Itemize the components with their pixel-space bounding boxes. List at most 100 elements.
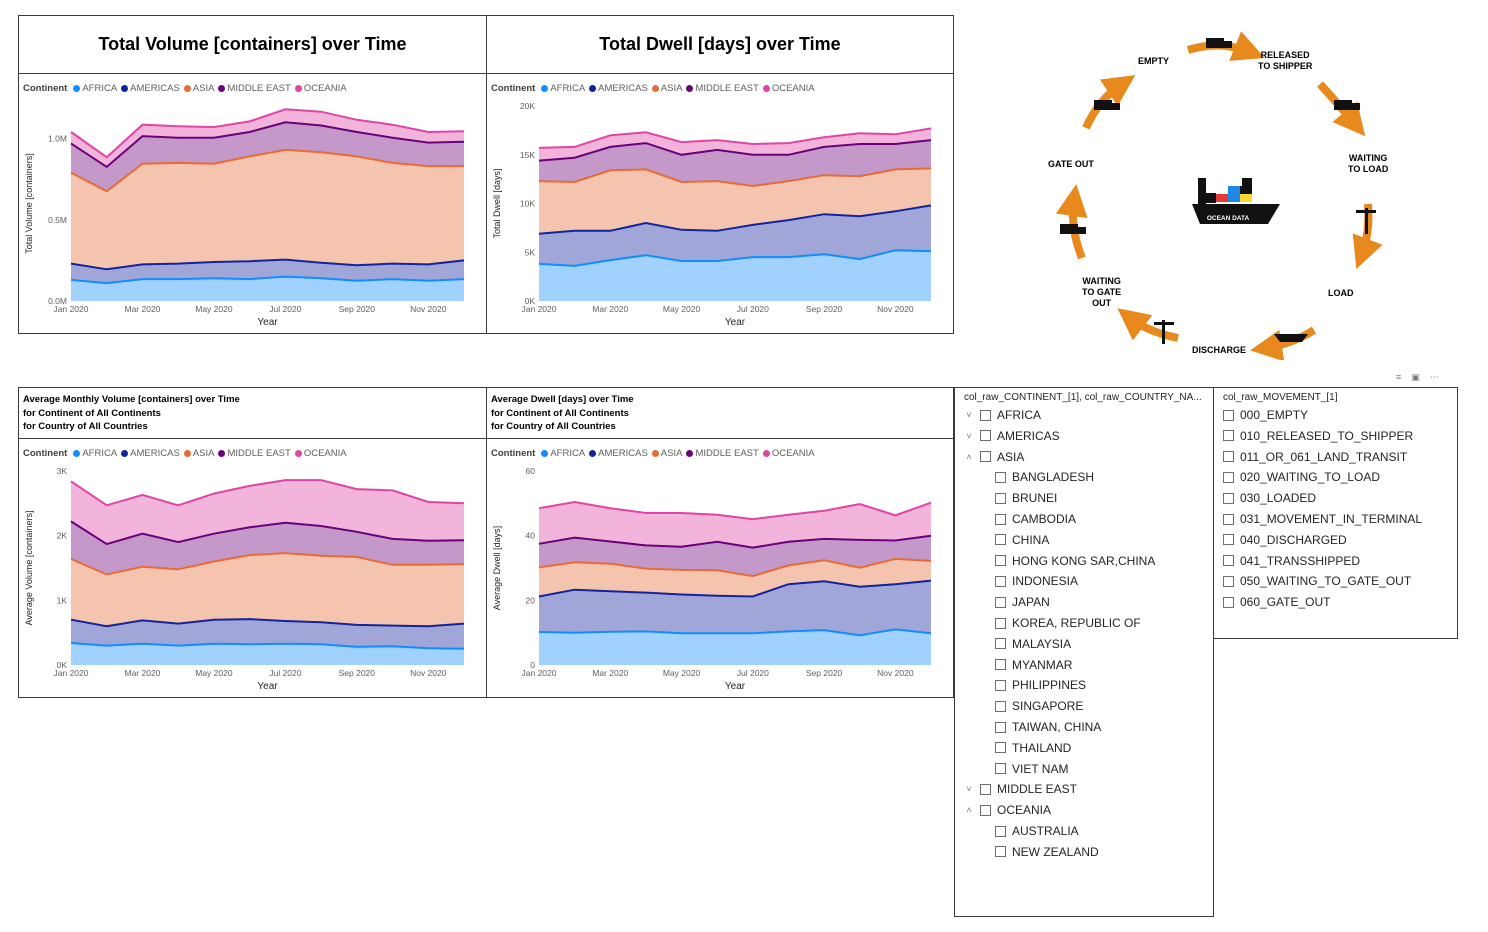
line-middle-east[interactable]	[538, 139, 932, 162]
slicer-item[interactable]: MALAYSIA	[995, 634, 1071, 654]
slicer-item[interactable]: 031_MOVEMENT_IN_TERMINAL	[1223, 509, 1422, 529]
line-asia[interactable]	[538, 167, 932, 188]
line-middle-east[interactable]	[538, 534, 932, 549]
line-oceania[interactable]	[70, 479, 465, 507]
checkbox[interactable]	[980, 804, 991, 816]
slicer-item[interactable]: 041_TRANSSHIPPED	[1223, 551, 1360, 571]
slicer-item[interactable]: 020_WAITING_TO_LOAD	[1223, 467, 1380, 487]
slicer-item[interactable]: ˄ ASIA	[964, 447, 1024, 467]
checkbox[interactable]	[995, 471, 1006, 483]
checkbox[interactable]	[995, 721, 1006, 733]
checkbox[interactable]	[1223, 492, 1234, 504]
legend-item[interactable]: MIDDLE EAST	[218, 83, 291, 94]
legend-item[interactable]: MIDDLE EAST	[218, 448, 291, 459]
checkbox[interactable]	[995, 763, 1006, 775]
slicer-item[interactable]: 060_GATE_OUT	[1223, 592, 1330, 612]
area-asia[interactable]	[539, 168, 931, 234]
line-middle-east[interactable]	[70, 121, 465, 169]
checkbox[interactable]	[980, 430, 991, 442]
checkbox[interactable]	[995, 575, 1006, 587]
area-americas[interactable]	[539, 580, 931, 636]
chart-avg-volume[interactable]: Continent AFRICA AMERICAS ASIA MIDDLE EAST OC…	[18, 438, 487, 698]
legend-item[interactable]: MIDDLE EAST	[686, 448, 759, 459]
chart-total-dwell[interactable]: Continent AFRICA AMERICAS ASIA MIDDLE EAST OC…	[486, 73, 954, 334]
slicer-item[interactable]: HONG KONG SAR,CHINA	[995, 551, 1155, 571]
line-americas[interactable]	[70, 618, 465, 628]
line-oceania[interactable]	[70, 108, 465, 159]
legend-item[interactable]: AMERICAS	[589, 448, 648, 459]
checkbox[interactable]	[980, 783, 991, 795]
checkbox[interactable]	[980, 409, 991, 421]
line-asia[interactable]	[538, 557, 932, 578]
checkbox[interactable]	[1223, 451, 1234, 463]
area-africa[interactable]	[71, 276, 464, 301]
line-africa[interactable]	[70, 642, 465, 650]
area-africa[interactable]	[539, 250, 931, 301]
line-oceania[interactable]	[538, 127, 932, 149]
legend-item[interactable]: ASIA	[651, 448, 682, 459]
checkbox[interactable]	[1223, 409, 1234, 421]
focus-mode-icon[interactable]: ▣	[1411, 372, 1420, 382]
slicer-item[interactable]: NEW ZEALAND	[995, 842, 1099, 862]
checkbox[interactable]	[995, 659, 1006, 671]
area-asia[interactable]	[71, 553, 464, 627]
checkbox[interactable]	[1223, 575, 1234, 587]
area-africa[interactable]	[71, 643, 464, 665]
country-slicer[interactable]: col_raw_CONTINENT_[1], col_raw_COUNTRY_N…	[954, 387, 1214, 917]
area-middle-east[interactable]	[71, 521, 464, 575]
line-asia[interactable]	[70, 552, 465, 576]
line-americas[interactable]	[538, 579, 932, 598]
movement-slicer[interactable]: col_raw_MOVEMENT_[1] 000_EMPTY 010_RELEAS…	[1213, 387, 1458, 639]
slicer-item[interactable]: ˅ AFRICA	[964, 405, 1041, 425]
slicer-item[interactable]: ˄ OCEANIA	[964, 800, 1051, 820]
slicer-item[interactable]: BRUNEI	[995, 488, 1057, 508]
area-asia[interactable]	[71, 149, 464, 270]
legend-item[interactable]: OCEANIA	[294, 83, 347, 94]
checkbox[interactable]	[995, 492, 1006, 504]
legend-item[interactable]: AMERICAS	[121, 448, 180, 459]
checkbox[interactable]	[995, 617, 1006, 629]
area-americas[interactable]	[539, 205, 931, 266]
chevron-down-icon[interactable]: ˅	[966, 410, 972, 420]
checkbox[interactable]	[980, 451, 991, 463]
legend-item[interactable]: AFRICA	[541, 83, 585, 94]
checkbox[interactable]	[995, 513, 1006, 525]
legend-item[interactable]: AFRICA	[73, 83, 117, 94]
slicer-item[interactable]: TAIWAN, CHINA	[995, 717, 1101, 737]
area-oceania[interactable]	[71, 109, 464, 167]
legend-item[interactable]: AMERICAS	[121, 83, 180, 94]
checkbox[interactable]	[995, 555, 1006, 567]
slicer-item[interactable]: 011_OR_061_LAND_TRANSIT	[1223, 447, 1407, 467]
line-asia[interactable]	[70, 148, 464, 193]
line-middle-east[interactable]	[70, 520, 465, 546]
legend-item[interactable]: AFRICA	[73, 448, 117, 459]
slicer-item[interactable]: INDONESIA	[995, 571, 1078, 591]
checkbox[interactable]	[995, 825, 1006, 837]
slicer-item[interactable]: AUSTRALIA	[995, 821, 1079, 841]
checkbox[interactable]	[995, 596, 1006, 608]
checkbox[interactable]	[1223, 534, 1234, 546]
legend-item[interactable]: OCEANIA	[294, 448, 347, 459]
slicer-item[interactable]: CAMBODIA	[995, 509, 1076, 529]
slicer-item[interactable]: 050_WAITING_TO_GATE_OUT	[1223, 571, 1411, 591]
legend-item[interactable]: ASIA	[183, 448, 214, 459]
slicer-item[interactable]: VIET NAM	[995, 759, 1068, 779]
more-options-icon[interactable]: ⋯	[1429, 372, 1439, 382]
slicer-item[interactable]: ˅ AMERICAS	[964, 426, 1059, 446]
legend-item[interactable]: OCEANIA	[762, 448, 815, 459]
chevron-down-icon[interactable]: ˅	[966, 430, 972, 441]
chevron-down-icon[interactable]: ˅	[966, 784, 972, 795]
checkbox[interactable]	[995, 679, 1006, 691]
legend-item[interactable]: MIDDLE EAST	[686, 83, 759, 94]
filter-icon[interactable]: ≡	[1396, 372, 1402, 382]
checkbox[interactable]	[995, 742, 1006, 754]
area-africa[interactable]	[539, 629, 931, 665]
checkbox[interactable]	[995, 846, 1006, 858]
legend-item[interactable]: AMERICAS	[589, 83, 648, 94]
area-middle-east[interactable]	[71, 122, 464, 192]
slicer-item[interactable]: 040_DISCHARGED	[1223, 530, 1347, 550]
chevron-up-icon[interactable]: ˄	[966, 805, 972, 816]
line-oceania[interactable]	[538, 500, 932, 521]
area-americas[interactable]	[71, 619, 464, 649]
slicer-item[interactable]: 010_RELEASED_TO_SHIPPER	[1223, 426, 1413, 446]
